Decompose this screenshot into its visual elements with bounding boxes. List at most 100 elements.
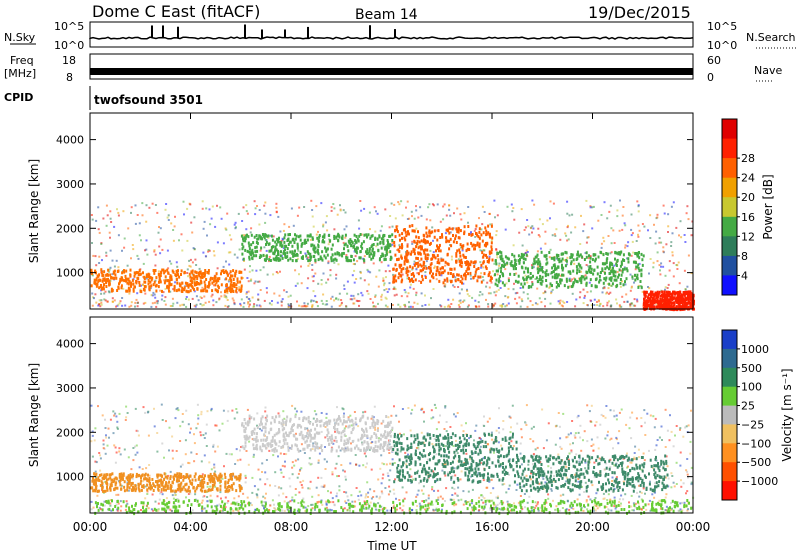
echo-cell — [576, 280, 579, 284]
scatter-point — [167, 474, 170, 477]
scatter-point — [105, 436, 108, 439]
scatter-point — [415, 227, 418, 230]
echo-cell — [308, 234, 311, 238]
echo-cell — [312, 255, 315, 258]
echo-cell — [168, 289, 170, 293]
echo-cell — [594, 253, 597, 257]
echo-cell — [294, 233, 296, 237]
scatter-point — [282, 475, 285, 478]
echo-cell — [229, 283, 232, 287]
scatter-point — [536, 250, 539, 253]
scatter-point — [588, 410, 591, 413]
scatter-point — [609, 499, 612, 502]
scatter-point — [578, 277, 580, 280]
scatter-point — [682, 435, 685, 438]
scatter-point — [520, 436, 523, 439]
echo-cell — [399, 273, 402, 277]
echo-cell — [358, 234, 361, 238]
echo-cell — [466, 262, 469, 265]
scatter-point — [242, 206, 245, 209]
echo-cell — [658, 301, 660, 305]
echo-cell — [514, 261, 517, 265]
scatter-point — [366, 290, 369, 293]
scatter-point — [297, 472, 300, 475]
scatter-point — [287, 305, 290, 308]
scatter-point — [486, 486, 489, 489]
scatter-point — [375, 245, 378, 248]
scatter-point — [459, 301, 462, 304]
echo-cell — [538, 278, 541, 281]
scatter-point — [403, 497, 406, 500]
scatter-point — [333, 228, 336, 231]
scatter-point — [519, 452, 522, 455]
scatter-point — [448, 204, 451, 207]
scatter-point — [429, 249, 432, 252]
scatter-point — [299, 468, 302, 471]
echo-cell — [486, 260, 489, 263]
echo-cell — [138, 283, 141, 287]
echo-cell — [680, 293, 683, 297]
echo-cell — [424, 241, 427, 245]
echo-cell — [238, 270, 241, 274]
scatter-point — [423, 420, 425, 423]
scatter-point — [603, 285, 606, 288]
scatter-point — [240, 298, 243, 301]
echo-cell — [112, 270, 115, 274]
scatter-point — [306, 302, 309, 305]
scatter-point — [686, 473, 689, 476]
scatter-point — [116, 509, 119, 512]
freq-label: Freq — [10, 54, 34, 67]
echo-cell — [568, 278, 571, 282]
scatter-point — [315, 233, 318, 236]
scatter-point — [493, 262, 496, 265]
scatter-point — [483, 415, 485, 418]
echo-cell — [555, 272, 558, 276]
scatter-point — [456, 452, 459, 455]
scatter-point — [247, 290, 250, 293]
scatter-point — [264, 201, 267, 204]
echo-cell — [168, 283, 171, 286]
echo-cell — [235, 289, 238, 293]
scatter-point — [298, 469, 301, 472]
echo-cell — [436, 254, 439, 258]
scatter-point — [258, 223, 261, 226]
scatter-point — [424, 274, 427, 277]
scatter-point — [210, 409, 213, 412]
echo-cell — [401, 232, 404, 236]
scatter-point — [507, 287, 510, 290]
scatter-point — [613, 264, 616, 267]
scatter-point — [115, 305, 117, 308]
echo-cell — [294, 237, 297, 241]
scatter-point — [263, 204, 266, 207]
scatter-point — [113, 225, 116, 228]
scatter-point — [609, 438, 611, 441]
scatter-point — [302, 305, 305, 308]
scatter-point — [389, 215, 392, 217]
scatter-point — [190, 221, 193, 224]
scatter-point — [272, 273, 275, 276]
echo-cell — [472, 261, 475, 265]
scatter-point — [366, 436, 369, 439]
scatter-point — [637, 205, 640, 208]
scatter-point — [335, 297, 338, 300]
echo-cell — [283, 236, 286, 240]
echo-cell — [640, 268, 643, 272]
echo-cell — [209, 276, 212, 280]
echo-cell — [614, 278, 617, 282]
echo-cell — [330, 256, 333, 260]
echo-cell — [634, 260, 636, 264]
scatter-point — [671, 232, 674, 235]
echo-cell — [488, 257, 491, 261]
scatter-point — [324, 436, 327, 439]
scatter-point — [481, 276, 484, 278]
scatter-point — [258, 209, 261, 211]
nsearch-tick-bottom: 10^0 — [707, 39, 737, 52]
scatter-point — [609, 291, 612, 294]
scatter-point — [406, 218, 409, 220]
scatter-point — [686, 509, 689, 512]
scatter-point — [333, 504, 336, 507]
scatter-point — [173, 225, 176, 228]
echo-cell — [580, 275, 583, 279]
echo-cell — [614, 270, 617, 274]
